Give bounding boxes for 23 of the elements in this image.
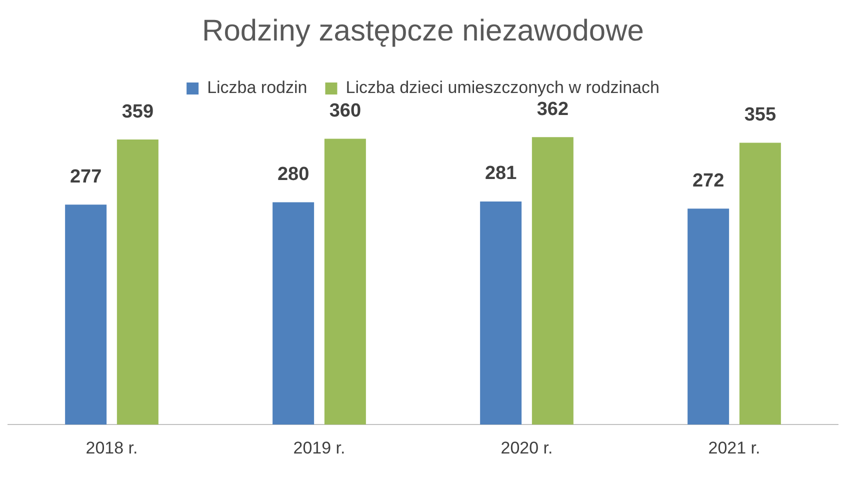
bar — [324, 138, 366, 425]
data-label: 281 — [484, 163, 518, 184]
x-tick-label: 2020 r. — [500, 438, 553, 458]
data-label: 362 — [536, 98, 569, 120]
data-label: 359 — [122, 101, 154, 122]
bar — [739, 142, 781, 425]
data-label: 355 — [744, 104, 776, 126]
legend-label: Liczba dzieci umieszczonych w rodzinach — [346, 78, 660, 98]
chart-title: Rodziny zastępcze niezawodowe — [202, 14, 644, 48]
x-tick-label: 2018 r. — [86, 438, 138, 458]
data-label: 280 — [277, 164, 310, 186]
data-label: 277 — [70, 166, 102, 188]
legend-label: Liczba rodzin — [207, 78, 308, 98]
x-tick-label: 2021 r. — [708, 438, 760, 458]
bar — [65, 204, 107, 425]
bar — [480, 201, 522, 425]
bar — [688, 208, 730, 425]
bar — [116, 140, 158, 425]
x-tick-label: 2019 r. — [293, 438, 346, 458]
data-label: 360 — [329, 100, 362, 122]
bar — [272, 202, 314, 425]
bar — [532, 137, 574, 425]
data-label: 272 — [692, 170, 724, 192]
